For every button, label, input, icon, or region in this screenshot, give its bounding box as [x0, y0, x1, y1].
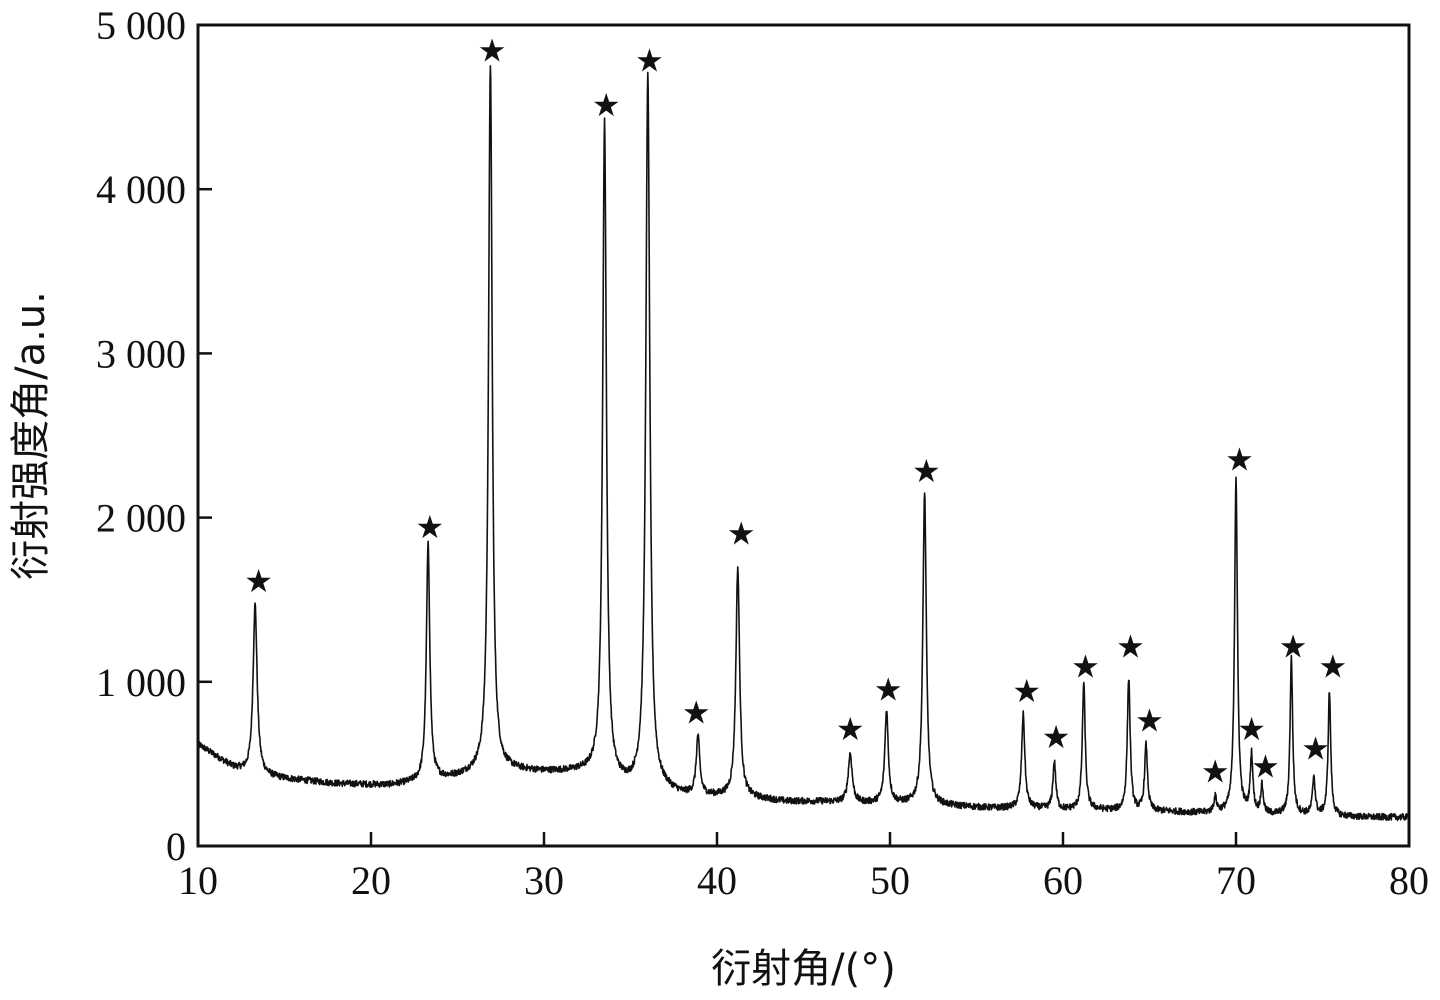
- peak-star-marker: ★: [592, 86, 621, 124]
- y-tick-label: 5 000: [96, 3, 186, 48]
- y-tick-label: 4 000: [96, 167, 186, 212]
- x-tick-label: 10: [178, 858, 218, 903]
- diffraction-curve: [197, 65, 1410, 822]
- x-tick-label: 20: [351, 858, 391, 903]
- x-tick-label: 40: [697, 858, 737, 903]
- y-axis-title: 衍射强度角/a.u.: [8, 291, 54, 580]
- peak-star-marker: ★: [912, 452, 941, 490]
- peak-star-marker: ★: [1225, 440, 1254, 478]
- peak-star-marker: ★: [1279, 628, 1308, 666]
- peak-star-marker: ★: [1135, 702, 1164, 740]
- x-tick-label: 60: [1043, 858, 1083, 903]
- y-tick-label: 2 000: [96, 496, 186, 541]
- y-tick-label: 0: [166, 824, 186, 869]
- peak-star-marker: ★: [1201, 752, 1230, 790]
- peak-star-marker: ★: [1012, 672, 1041, 710]
- x-tick-label: 50: [870, 858, 910, 903]
- peak-star-marker: ★: [1237, 710, 1266, 748]
- x-tick-label: 70: [1216, 858, 1256, 903]
- peak-star-marker: ★: [1301, 729, 1330, 767]
- peak-star-marker: ★: [1042, 718, 1071, 756]
- peak-star-marker: ★: [682, 693, 711, 731]
- x-axis-title: 衍射角/(°): [711, 946, 896, 992]
- peak-star-marker: ★: [415, 508, 444, 546]
- x-axis: 10 20 30 40 50 60 70 80: [178, 832, 1429, 903]
- x-tick-label: 80: [1389, 858, 1429, 903]
- y-tick-label: 1 000: [96, 660, 186, 705]
- x-tick-label: 30: [524, 858, 564, 903]
- peak-markers: ★★★★★★★★★★★★★★★★★★★★★★: [244, 32, 1347, 791]
- peak-star-marker: ★: [478, 32, 507, 70]
- peak-star-marker: ★: [244, 562, 273, 600]
- peak-star-marker: ★: [1251, 748, 1280, 786]
- peak-star-marker: ★: [1116, 628, 1145, 666]
- y-axis: 0 1 000 2 000 3 000 4 000 5 000: [96, 3, 212, 869]
- peak-star-marker: ★: [1071, 647, 1100, 685]
- peak-star-marker: ★: [1319, 647, 1348, 685]
- peak-star-marker: ★: [727, 514, 756, 552]
- peak-star-marker: ★: [836, 710, 865, 748]
- peak-star-marker: ★: [635, 41, 664, 79]
- y-tick-label: 3 000: [96, 331, 186, 376]
- plot-frame: [196, 23, 1411, 848]
- peak-star-marker: ★: [874, 670, 903, 708]
